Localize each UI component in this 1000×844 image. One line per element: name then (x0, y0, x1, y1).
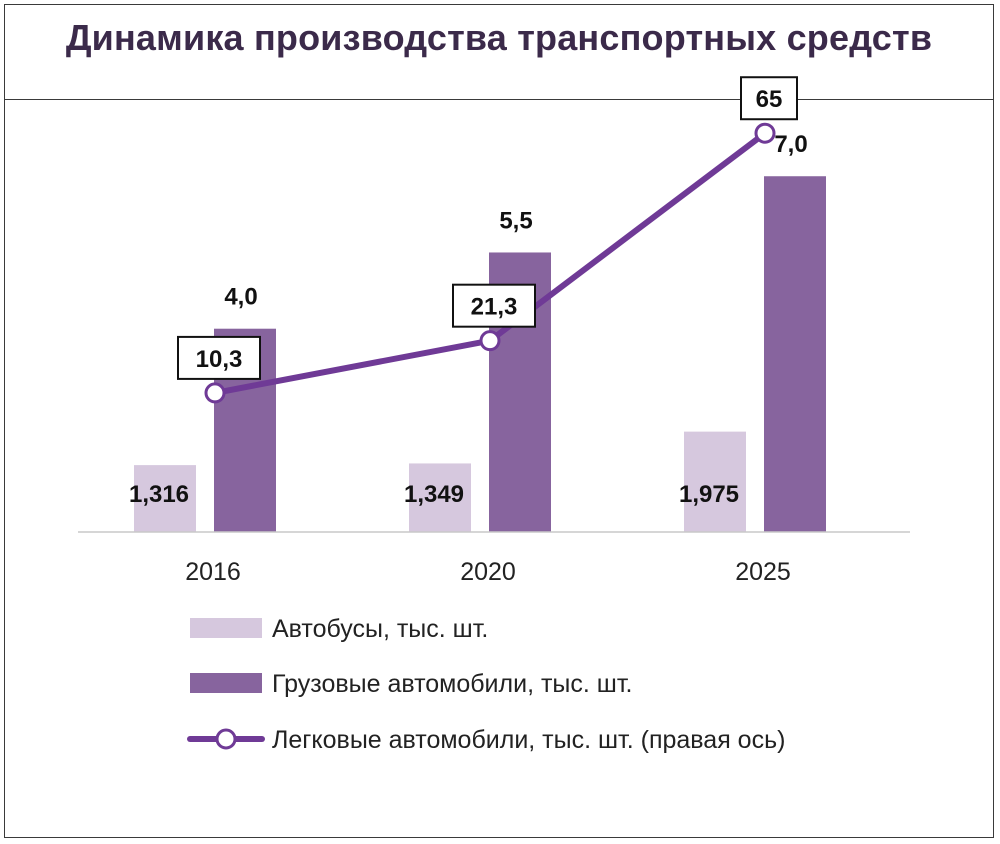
legend-label-cars: Легковые автомобили, тыс. шт. (правая ос… (272, 726, 785, 754)
legend-marker-cars (215, 728, 237, 750)
label-trucks-2025: 7,0 (774, 131, 807, 158)
label-buses-2020: 1,349 (404, 481, 464, 508)
bar-buses-2025 (684, 431, 746, 532)
label-box-cars-2020 (452, 283, 536, 328)
legend-label-buses: Автобусы, тыс. шт. (272, 615, 488, 643)
chart-title: Динамика производства транспортных средс… (65, 17, 933, 58)
x-tick-2025: 2025 (735, 558, 791, 586)
label-trucks-2016: 4,0 (224, 284, 257, 311)
label-cars-2025: 65 (756, 86, 783, 113)
x-tick-2020: 2020 (460, 558, 516, 586)
label-trucks-2020: 5,5 (499, 207, 532, 234)
marker-cars-2016 (204, 382, 226, 404)
legend-swatch-trucks (190, 673, 262, 693)
marker-cars-2020 (479, 330, 501, 352)
marker-cars-2025 (754, 122, 776, 144)
label-cars-2020: 21,3 (471, 294, 518, 321)
title-bar: Динамика производства транспортных средс… (5, 5, 993, 100)
label-cars-2016: 10,3 (196, 346, 243, 373)
label-buses-2016: 1,316 (129, 481, 189, 508)
label-buses-2025: 1,975 (679, 481, 739, 508)
chart-frame: Динамика производства транспортных средс… (4, 4, 994, 838)
legend-swatch-buses (190, 618, 262, 638)
bar-buses-2016 (134, 465, 196, 532)
label-box-cars-2025 (740, 76, 798, 121)
bar-trucks-2025 (764, 176, 826, 532)
label-box-cars-2016 (177, 335, 261, 380)
x-tick-2016: 2016 (185, 558, 241, 586)
legend-label-trucks: Грузовые автомобили, тыс. шт. (272, 670, 632, 698)
bar-buses-2020 (409, 463, 471, 532)
